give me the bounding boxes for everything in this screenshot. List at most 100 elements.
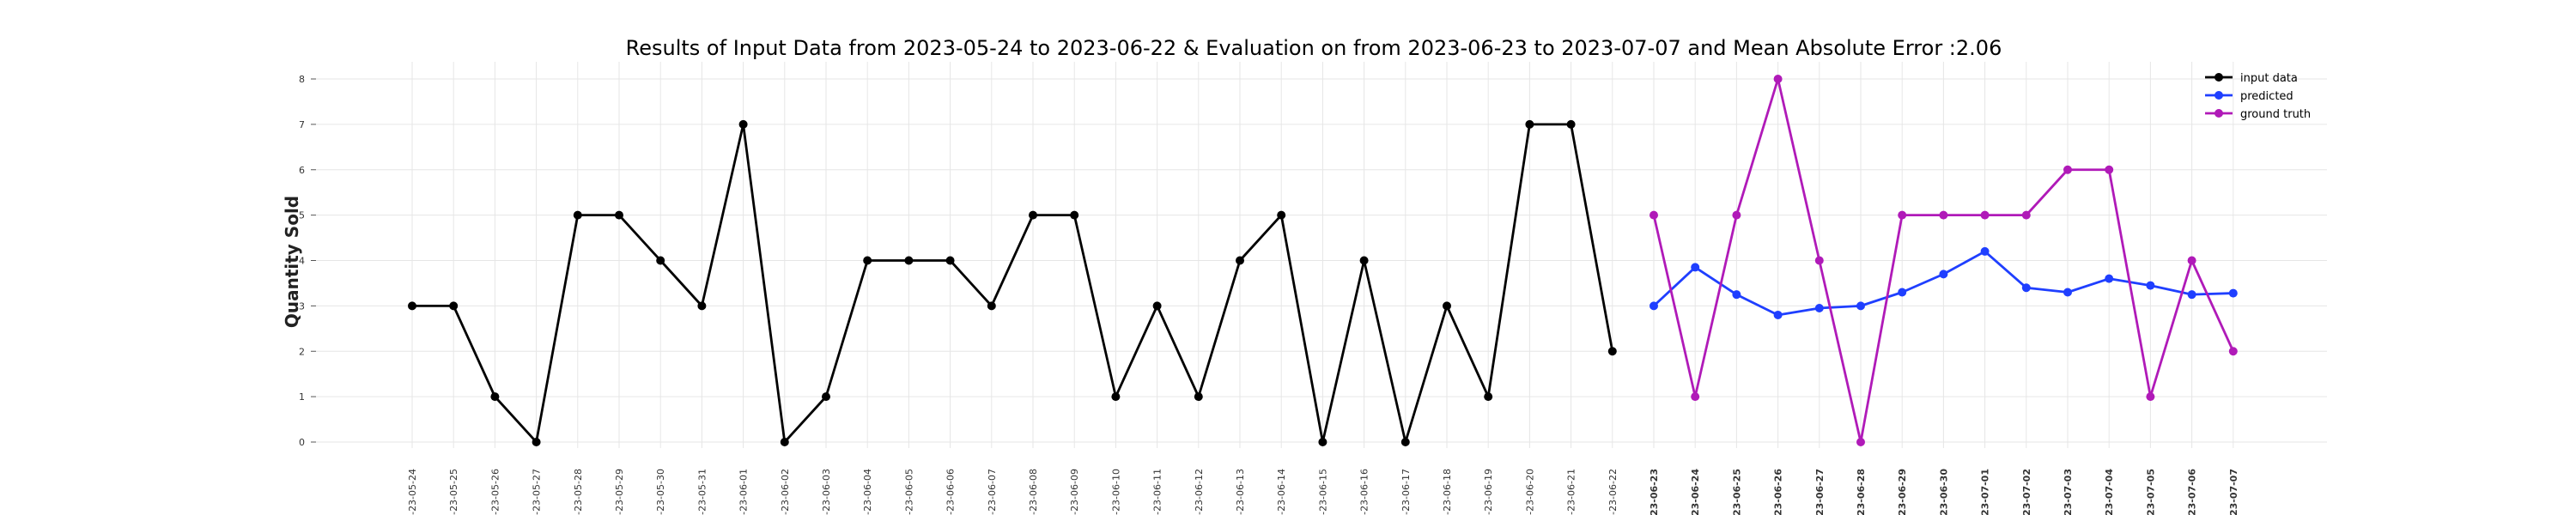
data-point <box>656 256 665 265</box>
x-tick-label: -23-06-18 <box>1442 469 1453 515</box>
y-tick-label: 4 <box>299 256 305 267</box>
data-point <box>1814 304 1824 313</box>
data-point <box>1070 210 1079 220</box>
data-point <box>1980 210 1990 220</box>
data-point <box>780 438 789 446</box>
x-tick-label: -23-05-29 <box>614 469 625 515</box>
x-tick-label: -23-07-03 <box>2063 469 2074 515</box>
data-point <box>822 392 830 402</box>
data-point <box>1484 392 1493 402</box>
x-tick-label: -23-06-26 <box>1773 469 1784 515</box>
y-tick-label: 0 <box>299 437 305 448</box>
data-point <box>2228 347 2238 356</box>
data-point <box>532 438 541 446</box>
data-point <box>1939 210 1948 220</box>
data-point <box>1732 290 1741 300</box>
series-predicted <box>1649 246 2238 319</box>
x-tick-label: -23-06-29 <box>1897 469 1908 515</box>
legend-label: predicted <box>2240 90 2293 103</box>
x-tick-label: -23-06-08 <box>1028 469 1039 515</box>
data-point <box>1649 301 1658 311</box>
y-tick-label: 6 <box>299 165 305 176</box>
x-tick-label: -23-06-06 <box>945 469 957 515</box>
x-tick-label: -23-06-10 <box>1110 469 1121 515</box>
series-ground-truth <box>1649 75 2238 446</box>
data-point <box>697 301 707 311</box>
data-point <box>615 210 623 220</box>
data-point <box>490 392 500 402</box>
data-point <box>2063 165 2072 174</box>
x-tick-label: -23-06-27 <box>1814 469 1826 515</box>
x-tick-label: -23-06-16 <box>1359 469 1370 515</box>
x-tick-label: -23-06-07 <box>987 469 998 515</box>
x-tick-label: -23-06-03 <box>821 469 832 515</box>
y-tick-label: 8 <box>299 74 305 85</box>
x-tick-label: -23-06-04 <box>862 469 873 515</box>
data-point <box>2146 281 2155 290</box>
data-point <box>2021 283 2031 293</box>
data-point <box>1359 256 1369 265</box>
data-point <box>945 256 955 265</box>
x-tick-label: -23-05-27 <box>532 469 543 515</box>
data-point <box>1856 301 1865 311</box>
legend-label: ground truth <box>2240 108 2311 121</box>
x-tick-label: -23-05-24 <box>407 469 418 515</box>
data-point <box>1732 210 1741 220</box>
y-tick-label: 1 <box>299 391 305 403</box>
series-line <box>412 123 1614 444</box>
data-point <box>1898 210 1907 220</box>
data-point <box>987 301 996 311</box>
y-tick-label: 7 <box>299 119 305 130</box>
data-point <box>2105 165 2114 174</box>
x-tick-label: -23-06-20 <box>1524 469 1535 515</box>
data-point <box>2021 210 2031 220</box>
data-point <box>1525 119 1534 129</box>
data-point <box>2063 288 2072 297</box>
data-point <box>1691 263 1700 272</box>
data-point <box>2187 290 2196 300</box>
x-tick-label: -23-07-06 <box>2187 469 2198 515</box>
data-point <box>1236 256 1244 265</box>
x-tick-label: -23-06-30 <box>1938 469 1949 515</box>
data-point <box>1898 288 1907 297</box>
x-tick-label: -23-07-02 <box>2021 469 2032 515</box>
data-point <box>1814 256 1824 265</box>
y-axis-ticks: 0 1 2 3 4 5 6 7 8 <box>299 74 316 448</box>
x-tick-label: -23-06-14 <box>1276 469 1287 515</box>
x-tick-label: -23-05-30 <box>655 469 666 515</box>
grid <box>316 62 2327 448</box>
x-tick-label: -23-07-05 <box>2145 469 2156 515</box>
y-tick-label: 3 <box>299 300 305 312</box>
data-point <box>1152 301 1162 311</box>
data-point <box>2228 288 2238 298</box>
data-point <box>1773 310 1783 319</box>
data-point <box>1111 392 1121 402</box>
x-tick-label: -23-05-31 <box>696 469 708 515</box>
data-point <box>573 210 582 220</box>
x-tick-label: -23-06-11 <box>1152 469 1163 515</box>
x-tick-label: -23-07-01 <box>1980 469 1991 515</box>
x-tick-label: -23-06-15 <box>1317 469 1328 515</box>
legend-marker <box>2215 91 2223 100</box>
x-tick-label: -23-06-22 <box>1607 469 1619 515</box>
data-point <box>1443 301 1451 311</box>
x-tick-label: -23-06-09 <box>1069 469 1080 515</box>
legend-label: input data <box>2240 72 2298 85</box>
legend: input data predicted ground truth <box>2205 72 2311 121</box>
x-tick-label: -23-06-05 <box>903 469 914 515</box>
y-axis-label: Quantity Sold <box>282 196 302 328</box>
legend-marker <box>2215 73 2223 82</box>
x-tick-label: -23-06-24 <box>1690 469 1701 515</box>
data-point <box>1318 438 1327 446</box>
series-input-data <box>408 119 1617 446</box>
data-point <box>1691 392 1700 402</box>
data-point <box>1194 392 1203 402</box>
data-point <box>1029 210 1037 220</box>
x-tick-label: -23-06-17 <box>1400 469 1412 515</box>
x-tick-label: -23-06-28 <box>1856 469 1867 515</box>
data-point <box>863 256 872 265</box>
data-point <box>2187 256 2196 265</box>
x-tick-label: -23-06-23 <box>1649 469 1660 515</box>
